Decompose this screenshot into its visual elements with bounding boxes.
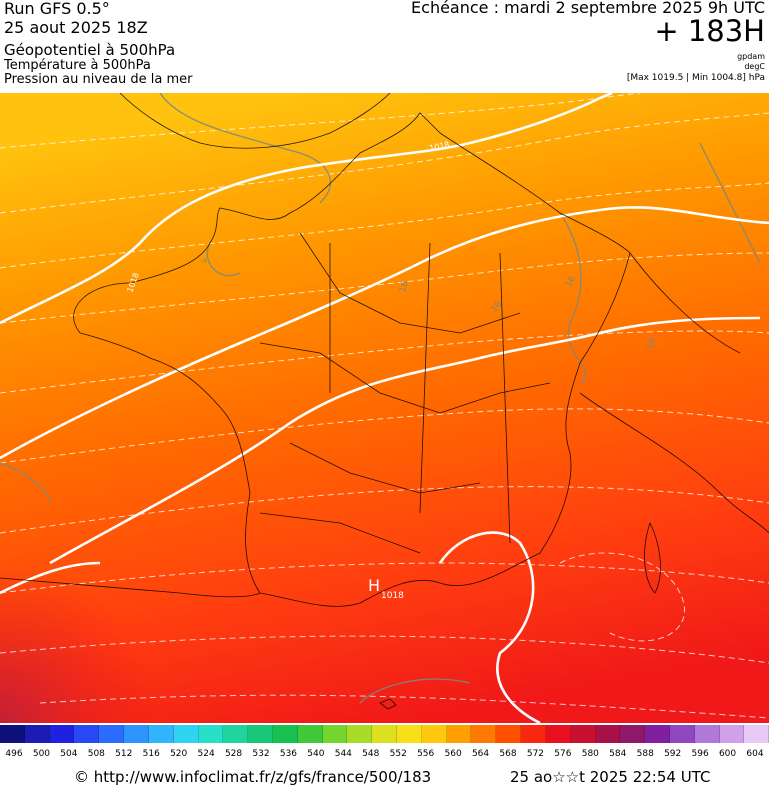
run-title: Run GFS 0.5° [4, 0, 110, 18]
lead-time: + 183H [654, 14, 765, 48]
scale-swatch [124, 725, 149, 743]
high-pressure-symbol: H [368, 576, 380, 595]
scale-tick-label: 540 [307, 749, 325, 759]
scale-swatch [99, 725, 125, 743]
field-pressure: Pression au niveau de la mer [4, 72, 193, 87]
scale-tick-label: 604 [746, 749, 764, 759]
isobar-west [0, 561, 101, 595]
italy-coast [579, 252, 769, 534]
scale-swatch [24, 725, 50, 743]
scale-tick-label: 588 [636, 749, 654, 759]
echeance-label: Echéance : mardi 2 septembre 2025 9h UTC [411, 0, 765, 17]
scale-tick-label: 556 [417, 749, 435, 759]
scale-tick-label: 572 [526, 749, 545, 759]
unit-degc: degC [744, 62, 765, 71]
scale-tick-label: 580 [581, 749, 599, 759]
isobar-label-top: 1018 [429, 140, 451, 153]
scale-tick-label: 536 [279, 749, 298, 759]
scale-swatch [620, 725, 646, 743]
scale-swatch [248, 725, 273, 743]
scale-swatch [297, 725, 323, 743]
scale-tick-label: 584 [609, 749, 627, 759]
scale-tick-label: 564 [471, 749, 490, 759]
scale-tick-label: 532 [252, 749, 270, 759]
scale-swatch [223, 725, 249, 743]
scale-swatch [570, 725, 596, 743]
color-scale-labels: 496 500 504 508 512 516 520 524 528 532 536 540 544 5… [0, 749, 769, 761]
scale-swatch [421, 725, 447, 743]
scale-tick-label: 596 [691, 749, 709, 759]
isotherm-label-small: -4 [200, 257, 208, 265]
scale-swatch [744, 725, 769, 743]
unit-gpdam: gpdam [737, 52, 765, 61]
isobar-central [0, 206, 769, 460]
weather-map: H 1018 1018 1018 16 16 16 16 -4 [0, 93, 769, 723]
scale-tick-label: 600 [718, 749, 737, 759]
scale-swatch [322, 725, 348, 743]
scale-tick-label: 524 [197, 749, 215, 759]
corsica [644, 521, 661, 594]
pressure-minmax: [Max 1019.5 | Min 1004.8] hPa [626, 73, 765, 83]
scale-tick-label: 528 [224, 749, 243, 759]
country-borders [0, 93, 769, 710]
isotherms [0, 93, 769, 719]
scale-tick-label: 516 [142, 749, 160, 759]
scale-tick-label: 508 [87, 749, 105, 759]
scale-swatch [719, 725, 745, 743]
uk-coast [119, 93, 391, 149]
spain-coast [0, 577, 261, 598]
scale-swatch [198, 725, 224, 743]
scale-tick-label: 520 [170, 749, 188, 759]
scale-tick-label: 496 [5, 749, 23, 759]
scale-swatch [694, 725, 720, 743]
scale-swatch [49, 725, 75, 743]
scale-tick-label: 504 [60, 749, 78, 759]
internal-regions [259, 232, 551, 554]
scale-tick-label: 544 [334, 749, 352, 759]
scale-swatch [272, 725, 298, 743]
isobar-high [438, 531, 541, 723]
scale-swatch [545, 725, 571, 743]
high-pressure-value: 1018 [381, 591, 404, 601]
field-temperature: Température à 500hPa [4, 58, 151, 73]
scale-swatch [669, 725, 695, 743]
cold-pool-corner [0, 563, 180, 723]
france-outline [73, 112, 631, 607]
balearic [379, 698, 397, 710]
scale-swatch [471, 725, 497, 743]
isobar-north [0, 93, 613, 325]
scale-tick-label: 592 [664, 749, 682, 759]
scale-tick-label: 512 [115, 749, 133, 759]
scale-swatch [0, 725, 25, 743]
scale-swatch [148, 725, 174, 743]
scale-swatch [372, 725, 397, 743]
isobar-south [49, 316, 761, 565]
run-date: 25 aout 2025 18Z [4, 18, 148, 37]
scale-swatch [496, 725, 522, 743]
scale-tick-label: 576 [554, 749, 572, 759]
source-url[interactable]: © http://www.infoclimat.fr/z/gfs/france/… [74, 768, 432, 786]
scale-swatch [347, 725, 373, 743]
isotherm-label-d: 16 [645, 337, 658, 351]
color-scale [0, 725, 769, 743]
generated-timestamp: 25 ao☆☆t 2025 22:54 UTC [510, 768, 711, 786]
field-geopotential: Géopotentiel à 500hPa [4, 41, 176, 59]
scale-tick-label: 568 [499, 749, 517, 759]
scale-tick-label: 500 [32, 749, 51, 759]
geopotential-lines [0, 93, 761, 704]
scale-swatch [446, 725, 472, 743]
scale-swatch [595, 725, 621, 743]
scale-swatch [521, 725, 546, 743]
scale-tick-label: 548 [362, 749, 380, 759]
isotherm-label-a: 16 [398, 280, 411, 294]
scale-tick-label: 560 [444, 749, 462, 759]
scale-swatch [645, 725, 670, 743]
scale-swatch [397, 725, 422, 743]
isobars [0, 93, 769, 723]
scale-tick-label: 552 [389, 749, 407, 759]
scale-swatch [74, 725, 100, 743]
scale-swatch [173, 725, 199, 743]
